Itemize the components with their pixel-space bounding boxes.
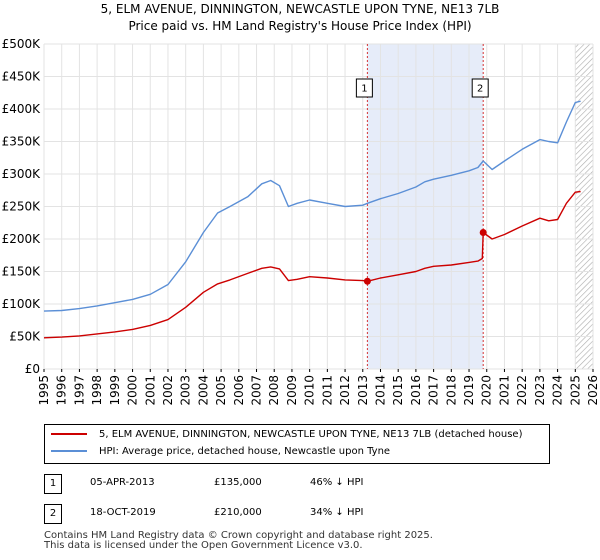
x-tick-label: 2016	[409, 375, 423, 406]
x-tick-label: 2011	[320, 375, 334, 406]
x-tick-label: 2017	[427, 375, 441, 406]
legend-item-hpi: HPI: Average price, detached house, Newc…	[51, 446, 390, 457]
x-tick-label: 2026	[586, 375, 600, 406]
x-tick-label: 1998	[90, 375, 104, 406]
x-tick-label: 2023	[533, 375, 547, 406]
series-line	[43, 190, 581, 339]
y-tick-label: £400K	[2, 102, 42, 116]
y-tick-label: £500K	[2, 37, 42, 51]
x-tick-label: 2002	[161, 375, 175, 406]
y-tick-label: £100K	[2, 297, 42, 311]
sale-label-box	[471, 78, 489, 98]
x-tick-label: 2025	[568, 375, 582, 406]
x-tick-label: 2019	[462, 375, 476, 406]
x-tick-label: 1999	[108, 375, 122, 406]
x-tick-label: 2001	[143, 375, 157, 406]
footer-line-1: Contains HM Land Registry data © Crown c…	[44, 530, 433, 541]
x-tick-label: 2012	[338, 375, 352, 406]
x-tick-label: 2015	[391, 375, 405, 406]
series-line	[43, 100, 581, 312]
x-tick-label: 2006	[232, 375, 246, 406]
y-tick-label: £50K	[9, 330, 41, 344]
chart-legend: 5, ELM AVENUE, DINNINGTON, NEWCASTLE UPO…	[44, 424, 550, 464]
sale-price-1: £135,000	[214, 477, 262, 488]
y-tick-label: £150K	[2, 265, 42, 279]
sale-date-2: 18-OCT-2019	[90, 507, 156, 518]
sale-label-text: 2	[477, 84, 483, 95]
legend-item-property: 5, ELM AVENUE, DINNINGTON, NEWCASTLE UPO…	[51, 429, 523, 440]
y-tick-label: £250K	[2, 200, 42, 214]
x-tick-label: 1997	[72, 375, 86, 406]
sale-hpi-2: 34% ↓ HPI	[310, 507, 364, 518]
sale-point	[479, 229, 487, 236]
x-tick-label: 2020	[480, 375, 494, 406]
x-tick-label: 1995	[37, 375, 51, 406]
legend-swatch-property	[51, 433, 87, 435]
x-tick-label: 2007	[250, 375, 264, 406]
x-tick-label: 2000	[126, 375, 140, 406]
y-tick-label: £300K	[2, 167, 42, 181]
footer-attribution: Contains HM Land Registry data © Crown c…	[44, 531, 433, 551]
legend-label-hpi: HPI: Average price, detached house, Newc…	[99, 446, 391, 457]
x-tick-label: 1996	[55, 375, 69, 406]
x-tick-label: 2024	[551, 375, 565, 406]
x-tick-label: 2021	[497, 375, 511, 406]
y-tick-label: £200K	[2, 232, 42, 246]
chart-subtitle: Price paid vs. HM Land Registry's House …	[128, 19, 472, 33]
legend-label-property: 5, ELM AVENUE, DINNINGTON, NEWCASTLE UPO…	[99, 429, 523, 440]
sale-label-box	[355, 78, 373, 98]
x-tick-label: 2004	[196, 375, 210, 406]
x-tick-label: 2018	[444, 375, 458, 406]
x-tick-label: 2005	[214, 375, 228, 406]
footer-line-2: This data is licensed under the Open Gov…	[44, 540, 363, 551]
x-tick-label: 2014	[373, 375, 387, 406]
sale-badge-1: 1	[44, 474, 62, 494]
x-tick-label: 2003	[179, 375, 193, 406]
legend-swatch-hpi	[51, 450, 87, 452]
sale-price-2: £210,000	[214, 507, 262, 518]
chart-title: 5, ELM AVENUE, DINNINGTON, NEWCASTLE UPO…	[100, 2, 500, 16]
sale-point	[363, 277, 371, 285]
price-chart: 1 2 £0 £50K £100K £150K £200K £250K £300K £350K £4…	[2, 37, 600, 406]
y-tick-label: £0	[25, 362, 40, 376]
x-tick-label: 2010	[303, 375, 317, 406]
x-tick-label: 2009	[285, 375, 299, 406]
x-tick-label: 2013	[356, 375, 370, 406]
sale-date-1: 05-APR-2013	[90, 477, 155, 488]
sale-hpi-1: 46% ↓ HPI	[310, 477, 364, 488]
y-tick-label: £450K	[2, 70, 42, 84]
sale-label-text: 1	[361, 84, 367, 95]
x-tick-label: 2022	[515, 375, 529, 406]
sale-badge-2: 2	[44, 504, 62, 524]
y-tick-label: £350K	[2, 135, 42, 149]
x-tick-label: 2008	[267, 375, 281, 406]
